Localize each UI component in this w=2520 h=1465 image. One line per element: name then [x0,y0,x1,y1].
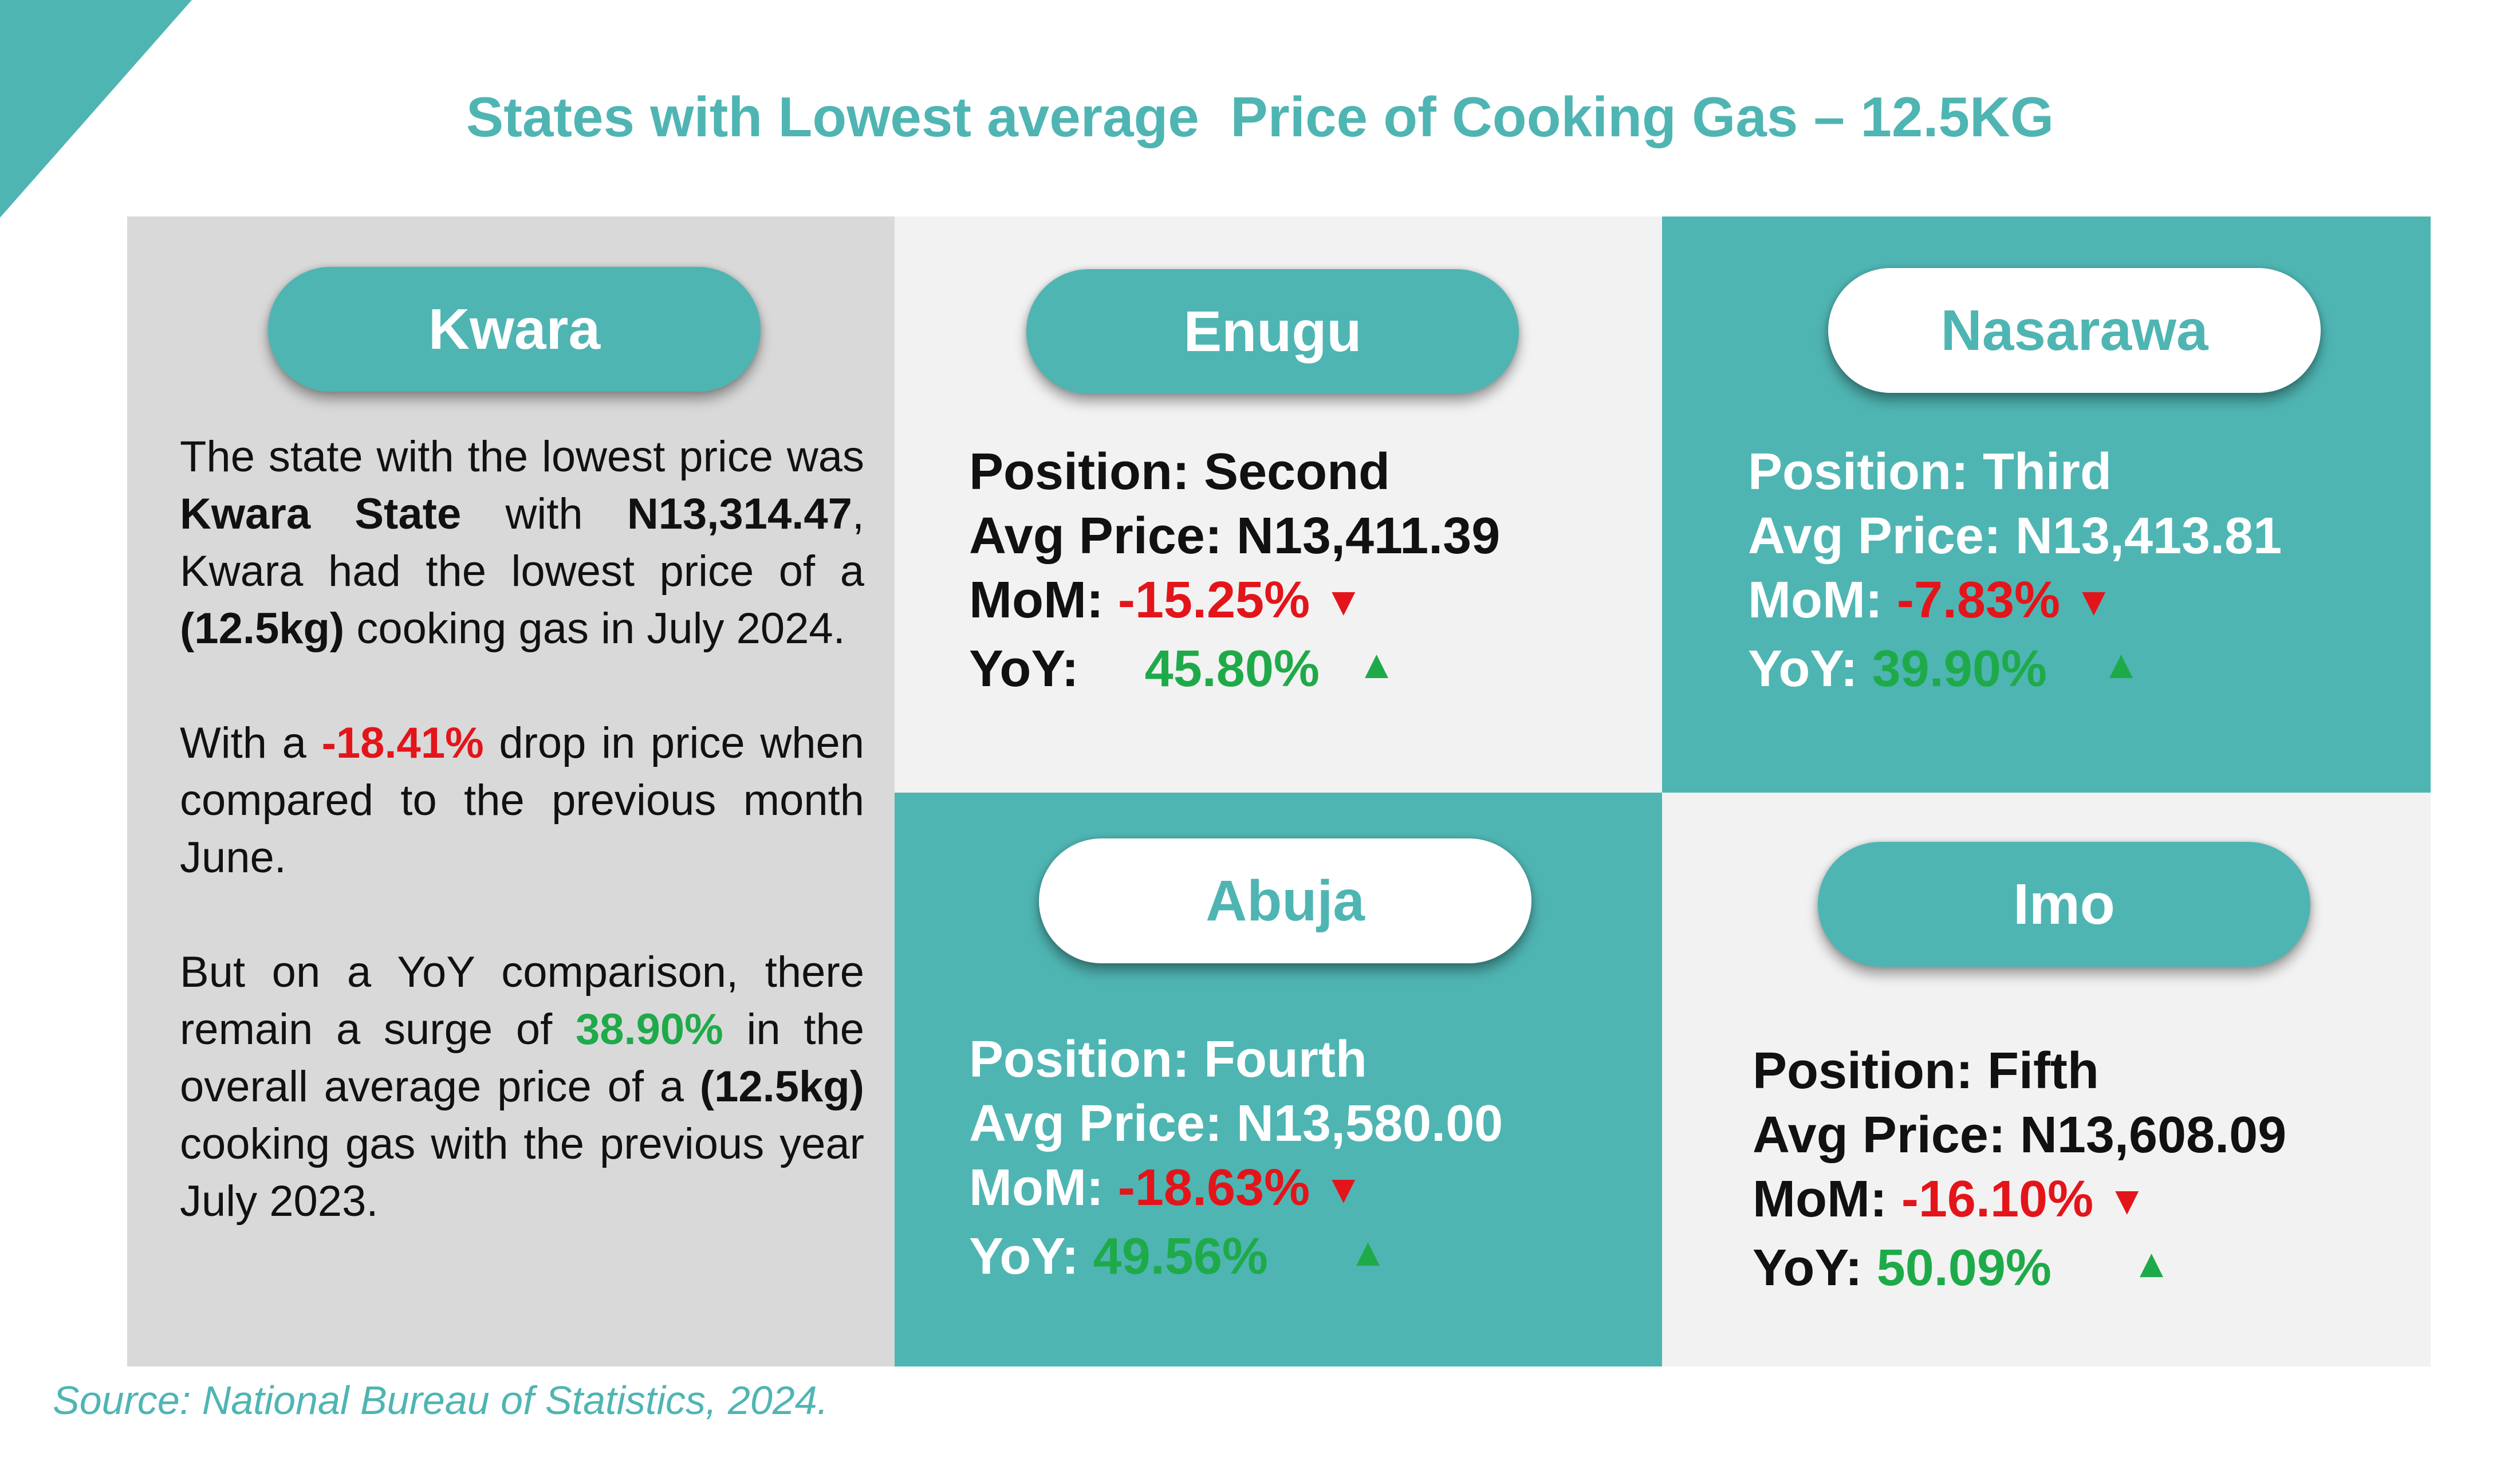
abuja-state-badge: Abuja [1039,838,1531,963]
enugu-panel: Enugu Position: Second Avg Price: N13,41… [895,216,1662,793]
nasarawa-avg-price: Avg Price: N13,413.81 [1748,507,2282,565]
nasarawa-position: Position: Third [1748,443,2112,501]
imo-yoy: YoY: 50.09% ▲ [1753,1231,2286,1297]
abuja-yoy: YoY: 49.56% ▲ [969,1220,1503,1285]
enugu-state-badge: Enugu [1026,269,1519,394]
enugu-avg-price: Avg Price: N13,411.39 [969,507,1501,565]
kwara-state-badge: Kwara [268,267,761,392]
down-arrow-icon: ▼ [1324,579,1364,624]
nasarawa-mom: MoM: -7.83% ▼ [1748,568,2282,632]
nasarawa-yoy: YoY: 39.90% ▲ [1748,632,2282,698]
down-arrow-icon: ▼ [2107,1178,2147,1223]
kwara-paragraph-2: With a -18.41% drop in price when compar… [180,719,864,882]
imo-position: Position: Fifth [1753,1042,2099,1100]
up-arrow-icon: ▲ [2101,642,2141,687]
abuja-avg-price: Avg Price: N13,580.00 [969,1095,1503,1152]
down-arrow-icon: ▼ [2074,579,2114,624]
source-note: Source: National Bureau of Statistics, 2… [53,1378,829,1423]
abuja-stats: Position: Fourth Avg Price: N13,580.00 M… [969,1027,1503,1285]
down-arrow-icon: ▼ [1324,1167,1364,1211]
abuja-mom: MoM: -18.63% ▼ [969,1156,1503,1220]
nasarawa-state-badge: Nasarawa [1828,268,2321,393]
imo-mom: MoM: -16.10% ▼ [1753,1167,2286,1231]
up-arrow-icon: ▲ [2131,1241,2172,1286]
kwara-description: The state with the lowest price was Kwar… [180,428,864,1287]
kwara-paragraph-3: But on a YoY comparison, there remain a … [180,948,864,1226]
imo-avg-price: Avg Price: N13,608.09 [1753,1106,2287,1164]
up-arrow-icon: ▲ [1348,1230,1388,1274]
enugu-position: Position: Second [969,443,1391,501]
abuja-position: Position: Fourth [969,1031,1367,1088]
imo-stats: Position: Fifth Avg Price: N13,608.09 Mo… [1753,1039,2287,1297]
up-arrow-icon: ▲ [1356,642,1397,687]
abuja-panel: Abuja Position: Fourth Avg Price: N13,58… [895,793,1662,1366]
nasarawa-panel: Nasarawa Position: Third Avg Price: N13,… [1662,216,2431,793]
enugu-mom: MoM: -15.25% ▼ [969,568,1500,632]
imo-state-badge: Imo [1818,842,2310,967]
kwara-paragraph-1: The state with the lowest price was Kwar… [180,432,864,653]
kwara-panel: Kwara The state with the lowest price wa… [127,216,895,1366]
enugu-stats: Position: Second Avg Price: N13,411.39 M… [969,440,1501,698]
page-title: States with Lowest average Price of Cook… [466,85,2054,148]
nasarawa-stats: Position: Third Avg Price: N13,413.81 Mo… [1748,440,2282,698]
imo-panel: Imo Position: Fifth Avg Price: N13,608.0… [1662,793,2431,1366]
enugu-yoy: YoY: 45.80% ▲ [969,632,1500,698]
